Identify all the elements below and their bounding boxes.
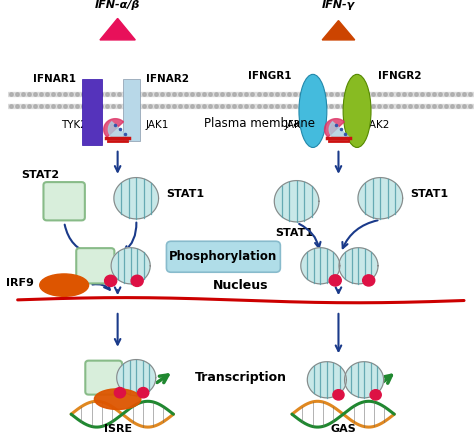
- Circle shape: [333, 390, 344, 400]
- Text: ISRE: ISRE: [103, 424, 132, 434]
- Text: TYK2: TYK2: [62, 120, 87, 130]
- Ellipse shape: [299, 74, 327, 147]
- Text: IFNAR2: IFNAR2: [146, 74, 189, 84]
- Ellipse shape: [94, 389, 141, 409]
- Circle shape: [363, 275, 375, 286]
- Text: IRF9: IRF9: [6, 278, 34, 288]
- Text: Nucleus: Nucleus: [213, 279, 269, 292]
- Polygon shape: [117, 360, 156, 396]
- Polygon shape: [339, 248, 378, 284]
- Ellipse shape: [343, 74, 371, 147]
- Polygon shape: [322, 20, 355, 40]
- Polygon shape: [329, 122, 349, 140]
- Text: IFNGR1: IFNGR1: [248, 72, 292, 81]
- Text: GAS: GAS: [330, 424, 356, 434]
- Circle shape: [137, 388, 149, 398]
- Text: Phosphorylation: Phosphorylation: [169, 250, 277, 263]
- Text: JAK1: JAK1: [146, 120, 169, 130]
- Polygon shape: [307, 362, 346, 398]
- Polygon shape: [104, 119, 124, 137]
- Polygon shape: [358, 178, 402, 219]
- Polygon shape: [111, 248, 150, 284]
- FancyBboxPatch shape: [166, 241, 280, 272]
- Text: JAK2: JAK2: [366, 120, 390, 130]
- Circle shape: [329, 275, 341, 286]
- FancyBboxPatch shape: [82, 79, 102, 146]
- Ellipse shape: [40, 274, 89, 296]
- Text: IFN-α/β: IFN-α/β: [95, 0, 140, 10]
- Polygon shape: [325, 119, 345, 137]
- Circle shape: [131, 275, 143, 287]
- Text: IFNAR1: IFNAR1: [33, 74, 76, 84]
- Circle shape: [114, 388, 126, 398]
- Text: JAK1: JAK1: [285, 120, 308, 130]
- Text: STAT1: STAT1: [410, 189, 449, 199]
- Polygon shape: [109, 122, 128, 140]
- Polygon shape: [114, 178, 158, 219]
- FancyBboxPatch shape: [76, 248, 114, 283]
- Circle shape: [370, 390, 381, 400]
- FancyBboxPatch shape: [123, 79, 140, 141]
- Polygon shape: [345, 362, 383, 398]
- Polygon shape: [274, 181, 319, 222]
- Text: STAT2: STAT2: [21, 170, 60, 180]
- FancyBboxPatch shape: [44, 182, 85, 220]
- Text: Transcription: Transcription: [195, 371, 287, 384]
- Text: STAT1: STAT1: [166, 189, 205, 199]
- FancyBboxPatch shape: [85, 360, 122, 395]
- Text: Plasma membrane: Plasma membrane: [204, 117, 315, 129]
- Polygon shape: [100, 18, 135, 40]
- Text: IFNGR2: IFNGR2: [378, 72, 421, 81]
- Text: STAT1: STAT1: [275, 228, 313, 238]
- Circle shape: [105, 275, 117, 287]
- Text: IFN-γ: IFN-γ: [322, 0, 355, 10]
- Polygon shape: [301, 248, 340, 284]
